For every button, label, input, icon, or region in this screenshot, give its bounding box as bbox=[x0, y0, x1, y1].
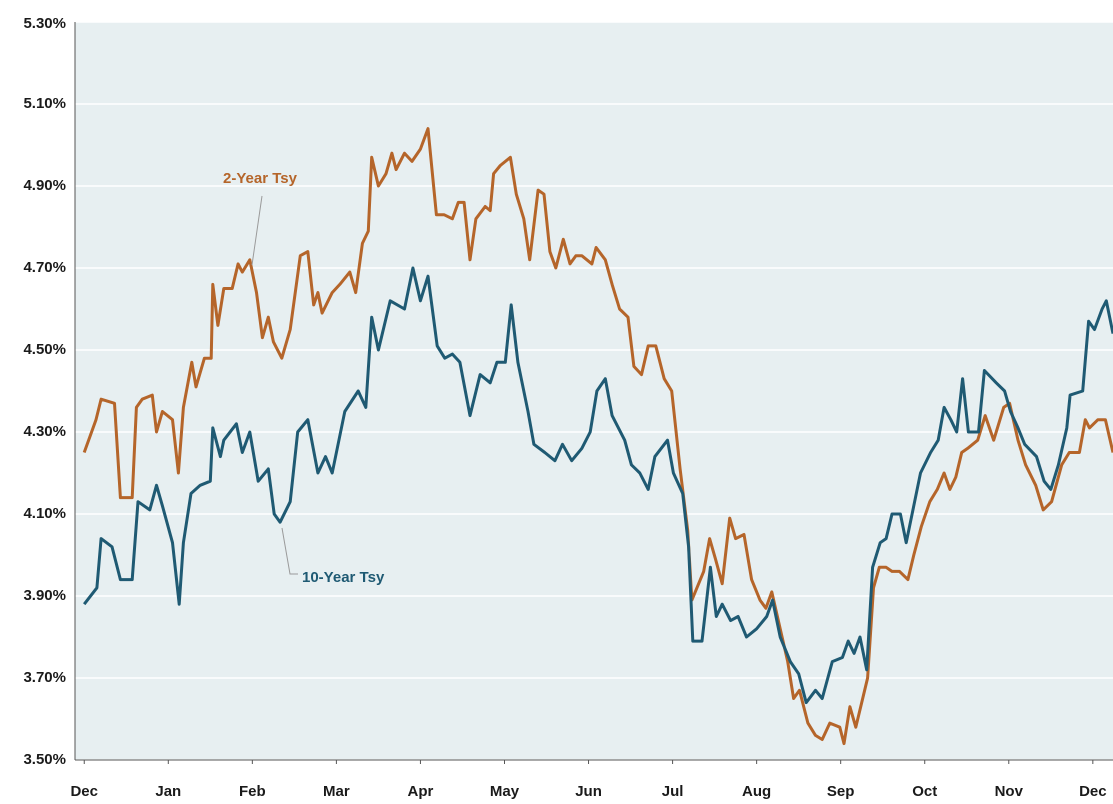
series-annotation: 10-Year Tsy bbox=[302, 569, 385, 586]
x-tick-label: Aug bbox=[742, 783, 771, 800]
y-tick-label: 3.70% bbox=[23, 669, 66, 686]
x-tick-label: Apr bbox=[408, 783, 434, 800]
x-tick-label: Dec bbox=[70, 783, 98, 800]
x-tick-label: Feb bbox=[239, 783, 266, 800]
y-tick-label: 4.10% bbox=[23, 505, 66, 522]
x-tick-label: Sep bbox=[827, 783, 855, 800]
x-tick-label: Dec bbox=[1079, 783, 1107, 800]
leader-line bbox=[251, 195, 263, 266]
y-tick-label: 4.90% bbox=[23, 177, 66, 194]
x-tick-label: Jun bbox=[575, 783, 602, 800]
plot-area bbox=[75, 22, 1113, 760]
x-tick-label: Mar bbox=[323, 783, 350, 800]
x-tick-label: Oct bbox=[912, 783, 937, 800]
x-tick-label: Nov bbox=[995, 783, 1024, 800]
y-tick-label: 4.50% bbox=[23, 341, 66, 358]
y-tick-label: 3.50% bbox=[23, 751, 66, 768]
series-line bbox=[82, 127, 1113, 746]
leader-line bbox=[281, 527, 298, 575]
series-line bbox=[83, 266, 1113, 705]
y-tick-label: 4.70% bbox=[23, 259, 66, 276]
y-tick-label: 5.10% bbox=[23, 95, 66, 112]
grid bbox=[75, 21, 1113, 761]
series-annotation: 2-Year Tsy bbox=[223, 170, 298, 187]
axes: 3.50% 3.70% 3.90% 4.10% 4.30% 4.50% 4.70% 4.90%… bbox=[23, 15, 1113, 800]
x-tick-label: May bbox=[490, 783, 520, 800]
x-tick-label: Jul bbox=[662, 783, 684, 800]
x-tick-label: Jan bbox=[155, 783, 181, 800]
y-tick-label: 3.90% bbox=[23, 587, 66, 604]
y-tick-label: 4.30% bbox=[23, 423, 66, 440]
lines bbox=[82, 127, 1113, 746]
y-tick-label: 5.30% bbox=[23, 15, 66, 32]
